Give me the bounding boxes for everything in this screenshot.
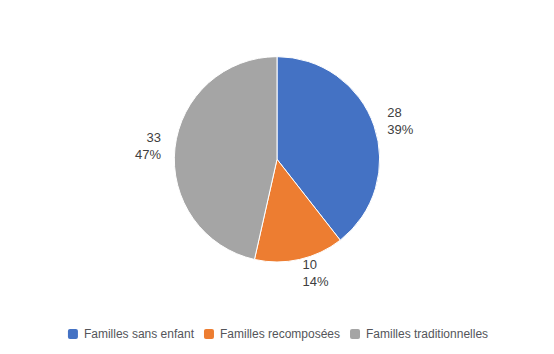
svg-text:47%: 47% bbox=[135, 147, 161, 162]
svg-text:Familles traditionnelles: Familles traditionnelles bbox=[366, 327, 488, 341]
svg-text:Familles sans enfant: Familles sans enfant bbox=[84, 327, 195, 341]
svg-text:39%: 39% bbox=[387, 122, 413, 137]
svg-text:Familles recomposées: Familles recomposées bbox=[220, 327, 340, 341]
svg-text:28: 28 bbox=[387, 105, 401, 120]
svg-text:14%: 14% bbox=[303, 274, 329, 289]
svg-text:10: 10 bbox=[303, 257, 317, 272]
svg-text:33: 33 bbox=[147, 130, 161, 145]
